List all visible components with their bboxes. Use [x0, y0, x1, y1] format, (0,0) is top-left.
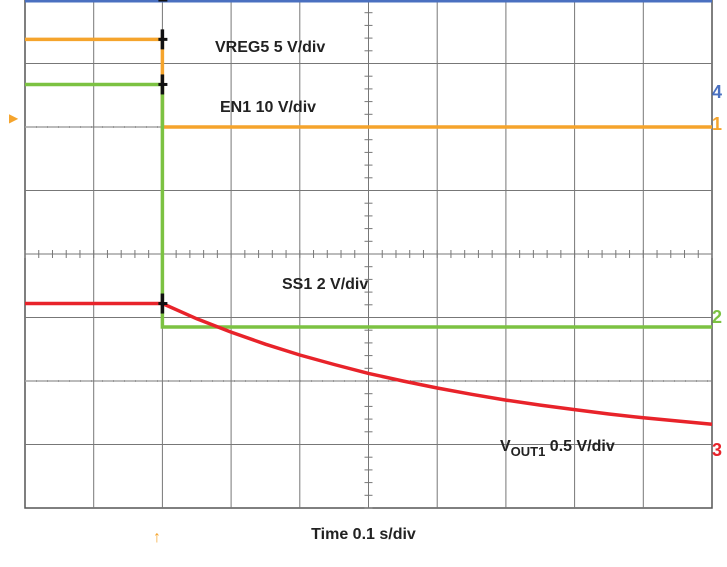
trace-vout1 [25, 301, 713, 426]
x-axis-label: Time 0.1 s/div [311, 526, 416, 543]
vreg5-scale-label: VREG5 5 V/div [215, 39, 325, 56]
trigger-position-icon: ↑ [153, 529, 161, 546]
ground-reference-icon: ▶ [9, 111, 19, 125]
channel-2-marker: 2 [712, 307, 722, 327]
vout1-scale-label: VOUT1 0.5 V/div [500, 438, 615, 459]
en1-scale-label: EN1 10 V/div [220, 99, 316, 116]
vout1-label-main: V [500, 438, 511, 455]
trace-ss1 [25, 82, 712, 329]
channel-1-marker: 1 [712, 114, 722, 134]
channel-4-marker: 4 [712, 82, 722, 102]
ss1-scale-label: SS1 2 V/div [282, 276, 368, 293]
channel-3-marker: 3 [712, 440, 722, 460]
vout1-label-rest: 0.5 V/div [545, 438, 614, 455]
vout1-label-subscript: OUT1 [511, 444, 546, 459]
trace-markers [158, 0, 168, 314]
